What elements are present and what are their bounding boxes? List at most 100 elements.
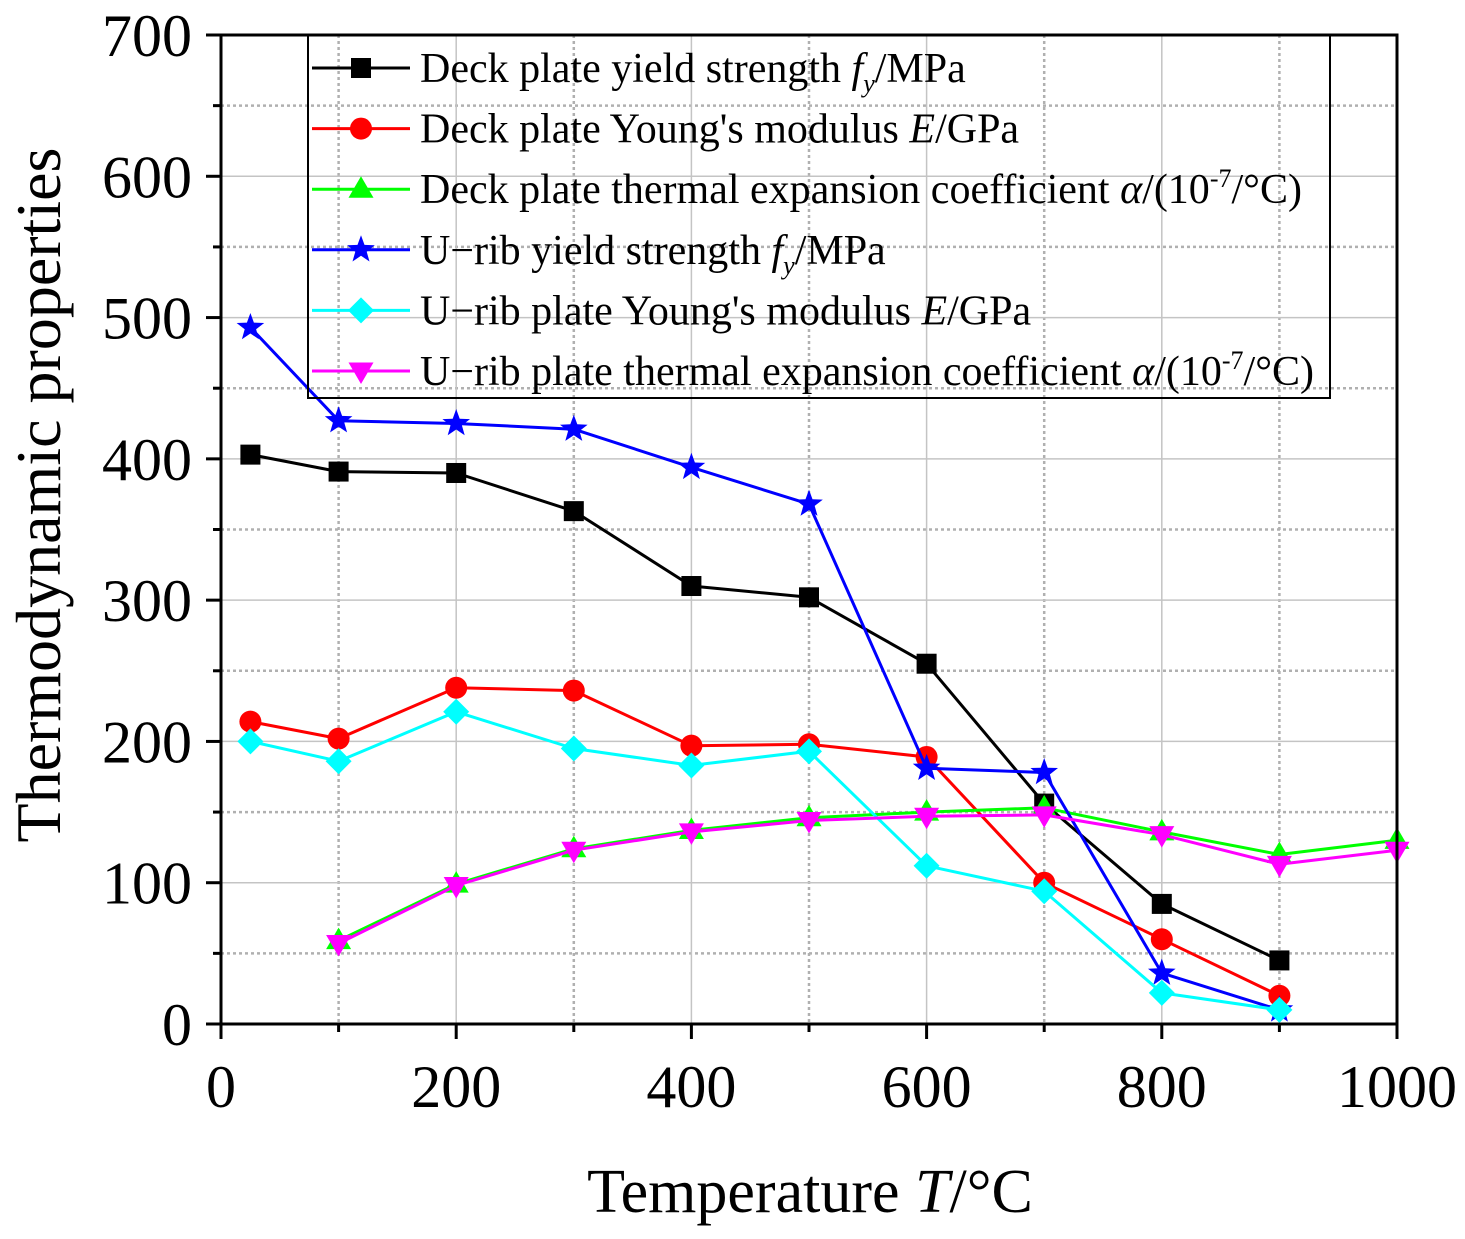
series-1-marker — [446, 462, 467, 483]
series-2-line — [250, 686, 1281, 998]
series-4-line — [249, 326, 1280, 1012]
x-tick-label: 600 — [882, 1054, 972, 1120]
label-part: /MPa — [875, 46, 966, 92]
x-tick-label: 800 — [1117, 1054, 1207, 1120]
legend-label: U−rib plate Young's modulus E/GPa — [420, 288, 1031, 334]
label-part: y — [860, 69, 875, 98]
tick-labels: 0 100 200 300 400 500 600 700 0 200 400 600 800 1000 — [102, 3, 1457, 1120]
legend-label: U−rib yield strength fy/MPa — [420, 228, 886, 280]
label-part: E — [920, 288, 947, 334]
label-part: Temperature — [587, 1158, 915, 1226]
label-part: Deck plate Young's modulus — [420, 107, 909, 153]
label-part: α — [1132, 349, 1155, 395]
x-axis-title: Temperature T/°C — [587, 1158, 1033, 1226]
series-6-marker — [914, 807, 940, 830]
label-part: -7 — [1210, 164, 1232, 193]
series-5-marker — [1148, 979, 1175, 1006]
legend-marker — [348, 297, 374, 324]
series-group — [236, 313, 1410, 1023]
series-5-marker — [237, 728, 264, 755]
series-4-marker — [236, 313, 265, 340]
legend-entry-5: U−rib plate Young's modulus E/GPa — [312, 288, 1031, 334]
series-6-marker — [1031, 806, 1057, 828]
label-part: E — [908, 107, 935, 153]
y-axis-title: Thermodynamic properties — [3, 148, 74, 843]
legend-entry-2: Deck plate Young's modulus E/GPa — [312, 107, 1019, 153]
series-6-marker — [443, 877, 469, 899]
series-4-marker — [795, 489, 823, 516]
series-5-marker — [1266, 996, 1293, 1023]
series-5-marker — [796, 738, 822, 765]
series-5-marker — [443, 698, 470, 725]
series-1-marker — [1269, 950, 1290, 971]
series-2-marker — [445, 676, 468, 699]
series-1-marker — [1151, 893, 1172, 914]
x-tick-label: 0 — [206, 1054, 236, 1120]
series-2-marker — [562, 679, 585, 702]
label-part: /°C) — [1231, 167, 1301, 213]
series-2 — [239, 676, 1291, 1007]
legend-marker — [350, 117, 372, 140]
x-tick-label: 200 — [411, 1054, 501, 1120]
series-5-marker — [678, 752, 705, 779]
legend-label: Deck plate Young's modulus E/GPa — [420, 107, 1019, 153]
legend-marker — [351, 58, 371, 78]
label-part: /(10 — [1154, 349, 1222, 395]
y-tick-label: 200 — [102, 709, 192, 775]
label-part: /GPa — [947, 288, 1031, 334]
label-part: U−rib plate Young's modulus — [420, 288, 921, 334]
y-tick-label: 300 — [102, 568, 192, 634]
series-1-marker — [240, 444, 261, 465]
legend-marker — [348, 176, 374, 198]
series-4-marker — [324, 406, 353, 433]
label-part: /°C) — [1244, 349, 1314, 395]
series-2-marker — [680, 734, 703, 757]
legend-marker — [348, 362, 374, 384]
series-1-marker — [681, 576, 702, 597]
label-part: /MPa — [795, 228, 886, 274]
legend-entry-6: U−rib plate thermal expansion coefficien… — [312, 346, 1314, 395]
label-part: /°C — [949, 1158, 1032, 1226]
legend-label: Deck plate thermal expansion coefficient… — [420, 164, 1302, 213]
series-4-marker — [1030, 758, 1058, 785]
label-part: /GPa — [935, 107, 1019, 153]
label-part: U−rib yield strength — [420, 228, 771, 274]
x-tick-label: 400 — [646, 1054, 736, 1120]
legend-label: Deck plate yield strength fy/MPa — [420, 46, 966, 98]
label-part: T — [915, 1158, 954, 1226]
legend-box — [307, 34, 1331, 399]
series-4-marker — [560, 414, 588, 441]
series-6-line — [337, 813, 1398, 945]
y-tick-label: 700 — [102, 3, 192, 69]
legend-entry-1: Deck plate yield strength fy/MPa — [312, 46, 966, 98]
axis-ticks — [206, 33, 1399, 1039]
legend-label: U−rib plate thermal expansion coefficien… — [420, 346, 1314, 395]
label-part: /(10 — [1142, 167, 1210, 213]
label-part: Deck plate thermal expansion coefficient — [420, 167, 1120, 213]
series-6-marker — [678, 823, 704, 845]
label-part: α — [1120, 167, 1143, 213]
legend-entry-3: Deck plate thermal expansion coefficient… — [312, 164, 1302, 213]
series-1-marker — [799, 587, 819, 608]
series-1-line — [250, 453, 1281, 962]
series-4-marker — [1148, 958, 1176, 985]
series-4-marker — [442, 409, 470, 436]
y-tick-label: 400 — [102, 427, 192, 493]
series-1-marker — [916, 653, 937, 674]
series-6-marker — [561, 841, 587, 864]
series-5-marker — [913, 852, 940, 879]
series-4-marker — [677, 452, 706, 480]
label-part: Deck plate yield strength — [420, 46, 852, 92]
series-5 — [237, 698, 1293, 1023]
label-part: -7 — [1222, 346, 1244, 375]
series-5-marker — [560, 735, 587, 762]
series-4-marker — [912, 753, 941, 780]
series-5-marker — [325, 748, 352, 775]
label-part: U−rib plate thermal expansion coefficien… — [420, 349, 1132, 395]
y-tick-label: 0 — [162, 992, 192, 1058]
series-5-marker — [1031, 878, 1058, 905]
